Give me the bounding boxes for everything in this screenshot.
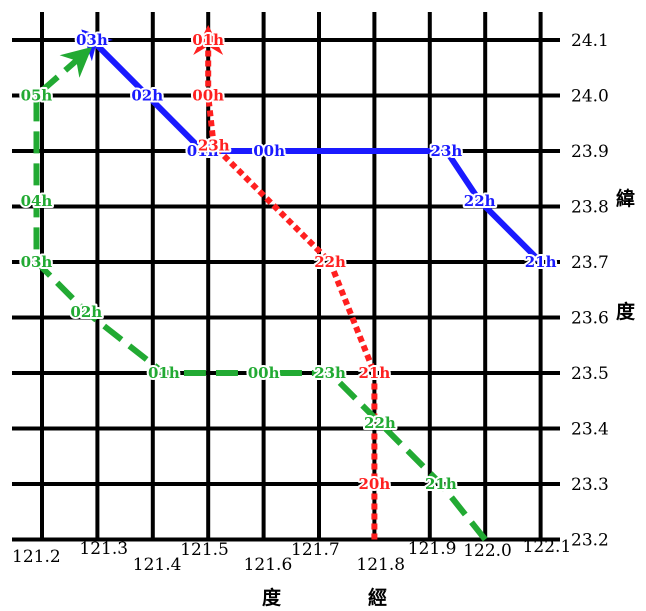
hour-label: 23h	[431, 142, 463, 160]
latitude-tick-label: 23.2	[571, 531, 609, 551]
hour-label: 01h	[148, 364, 180, 382]
longitude-tick-label: 121.2	[12, 547, 61, 567]
y-axis-word: 度	[616, 300, 636, 323]
hour-label: 01h	[192, 31, 224, 49]
hour-label: 03h	[21, 253, 53, 271]
hour-label: 04h	[21, 192, 53, 210]
longitude-tick-label: 121.4	[133, 555, 182, 575]
hour-label: 23h	[314, 364, 346, 382]
hour-label: 00h	[248, 364, 280, 382]
longitude-tick-label: 121.5	[180, 540, 229, 560]
longitude-tick-label: 121.9	[408, 539, 457, 559]
map-grid	[12, 12, 560, 542]
latitude-tick-label: 23.8	[571, 198, 609, 218]
latitude-tick-label: 23.5	[571, 364, 609, 384]
hour-label: 20h	[359, 475, 391, 493]
hour-label: 21h	[359, 364, 391, 382]
longitude-tick-label: 122.0	[463, 541, 512, 561]
longitude-tick-label: 122.1	[523, 537, 572, 557]
hour-label: 01h	[187, 142, 219, 160]
hour-label: 21h	[525, 253, 557, 271]
hour-label: 22h	[464, 192, 496, 210]
track-line	[81, 29, 543, 265]
latitude-ticks: 24.1 24.0 23.9 23.8 23.7 23.6 23.5 23.4 23.3 23.2	[571, 31, 609, 551]
latitude-tick-label: 23.6	[571, 309, 609, 329]
hour-label: 05h	[21, 87, 53, 105]
track-line	[193, 25, 378, 540]
longitude-tick-label: 121.8	[356, 555, 405, 575]
latitude-tick-label: 23.3	[571, 475, 609, 495]
axis-words: 度經緯度	[262, 187, 636, 609]
hour-label: 21h	[425, 475, 457, 493]
latitude-tick-label: 24.1	[571, 31, 609, 51]
latitude-tick-label: 23.9	[571, 142, 609, 162]
x-axis-word: 經	[368, 586, 387, 609]
latitude-tick-label: 23.7	[571, 253, 609, 273]
hour-label: 00h	[253, 142, 285, 160]
y-axis-word: 緯	[616, 187, 635, 210]
x-axis-word: 度	[262, 586, 282, 609]
hour-label: 02h	[70, 303, 102, 321]
longitude-tick-label: 121.6	[244, 555, 293, 575]
hour-label: 23h	[198, 136, 230, 154]
hour-label: 22h	[364, 414, 396, 432]
hour-label: 03h	[76, 31, 108, 49]
longitude-tick-label: 121.3	[79, 539, 128, 559]
hour-labels: 21h22h23h00h01h02h03h20h21h22h23h00h01h2…	[19, 29, 559, 495]
hour-label: 02h	[131, 87, 163, 105]
latitude-tick-label: 23.4	[571, 420, 609, 440]
tracks	[33, 25, 543, 542]
hour-label: 00h	[192, 87, 224, 105]
hour-label: 22h	[314, 253, 346, 271]
latitude-tick-label: 24.0	[571, 87, 609, 107]
longitude-tick-label: 121.7	[291, 540, 340, 560]
track-line	[33, 46, 488, 542]
